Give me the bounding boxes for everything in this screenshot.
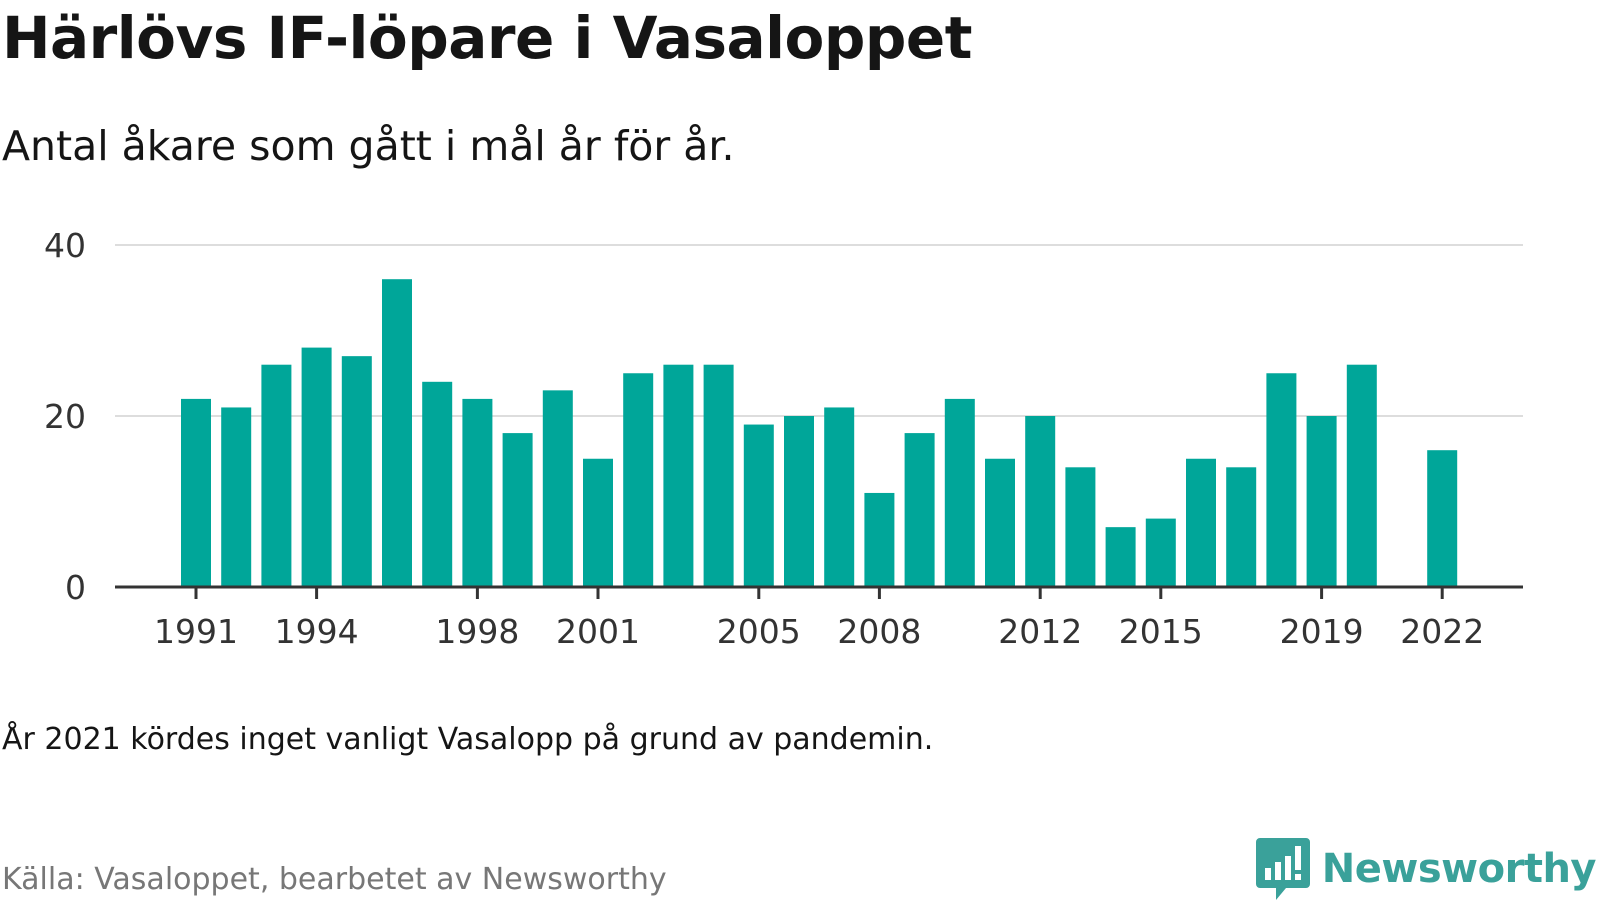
- bar-1994: [301, 347, 332, 587]
- bar-2014: [1105, 527, 1136, 587]
- bar-2005: [743, 424, 774, 587]
- bar-2013: [1065, 467, 1096, 587]
- bar-1999: [502, 433, 533, 587]
- bar-chart: 0 20 40 1991 1994 1998 2001 2005 2008 2012 2015 201…: [44, 226, 1523, 651]
- y-tick-label: 0: [65, 568, 86, 607]
- bar-1996: [382, 279, 412, 587]
- chart-note: År 2021 kördes inget vanligt Vasalopp på…: [2, 722, 934, 757]
- bar-2010: [944, 398, 975, 587]
- newsworthy-logo-icon: [1255, 838, 1310, 900]
- brand-name: Newsworthy: [1321, 846, 1597, 892]
- bar-1997: [422, 381, 453, 587]
- x-tick-label: 2001: [556, 612, 640, 651]
- bar-2022: [1427, 450, 1458, 587]
- bar-1991: [181, 398, 211, 587]
- bar-1998: [462, 398, 493, 587]
- bar-2018: [1266, 373, 1297, 587]
- x-tick-label: 2012: [998, 612, 1082, 651]
- chart-subtitle: Antal åkare som gått i mål år för år.: [2, 122, 735, 170]
- x-tick-label: 1991: [154, 612, 238, 651]
- bar-2007: [824, 407, 855, 587]
- bar-2017: [1226, 467, 1257, 587]
- y-tick-label: 20: [44, 397, 86, 436]
- bar-2011: [985, 458, 1015, 587]
- bar-1993: [261, 364, 292, 587]
- bar-1992: [221, 407, 252, 587]
- bar-2012: [1025, 416, 1056, 587]
- x-tick-label: 1994: [275, 612, 359, 651]
- brand-logo: Newsworthy: [1255, 838, 1597, 900]
- x-tick-label: 2008: [837, 612, 921, 651]
- bar-2019: [1306, 416, 1337, 587]
- bar-2004: [703, 364, 734, 587]
- bar-2001: [583, 458, 613, 587]
- bar-2020: [1346, 364, 1377, 587]
- bar-1995: [341, 356, 372, 587]
- bar-2003: [663, 364, 694, 587]
- axes: [115, 585, 1523, 599]
- bar-2009: [904, 433, 935, 587]
- bar-2006: [784, 416, 814, 587]
- x-tick-label: 1998: [435, 612, 519, 651]
- bars: [181, 279, 1458, 587]
- y-tick-label: 40: [44, 226, 86, 265]
- bar-2002: [623, 373, 654, 587]
- source-text: Källa: Vasaloppet, bearbetet av Newswort…: [2, 862, 667, 897]
- bar-2015: [1145, 518, 1176, 587]
- bar-2008: [864, 492, 895, 587]
- x-tick-label: 2015: [1119, 612, 1203, 651]
- chart-title: Härlövs IF-löpare i Vasaloppet: [2, 4, 972, 72]
- bar-2000: [542, 390, 573, 587]
- x-tick-label: 2019: [1280, 612, 1364, 651]
- x-tick-label: 2005: [717, 612, 801, 651]
- bar-2016: [1186, 458, 1216, 587]
- tick-labels: 0 20 40 1991 1994 1998 2001 2005 2008 2012 2015 201…: [44, 226, 1484, 651]
- x-tick-label: 2022: [1400, 612, 1484, 651]
